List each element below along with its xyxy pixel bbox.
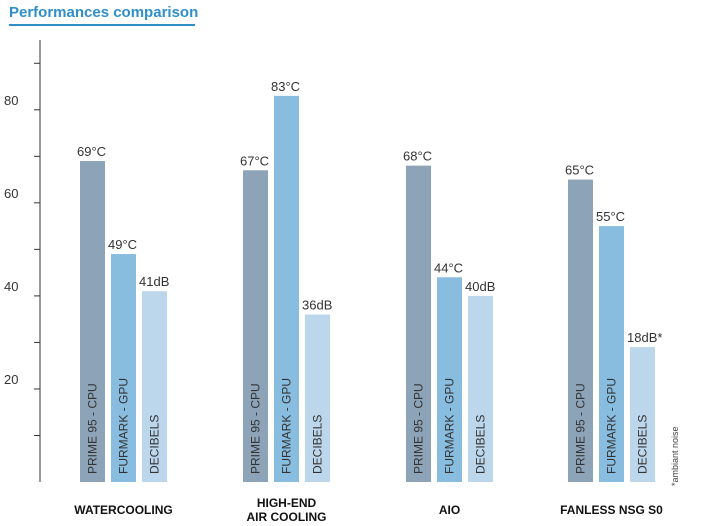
bar-gpu <box>437 277 462 482</box>
bar-gpu <box>599 226 624 482</box>
bar-decibels <box>468 295 493 482</box>
bar-cpu <box>80 160 105 482</box>
bar-value-label: 67°C <box>240 153 269 168</box>
bar-value-label: 49°C <box>108 237 137 252</box>
bar-value-label: 83°C <box>271 79 300 94</box>
bar-value-label: 18dB* <box>627 330 662 345</box>
title-underline <box>9 24 195 26</box>
bar-cpu <box>406 165 431 483</box>
category-label: AIR COOLING <box>247 510 327 524</box>
category-label: HIGH-END <box>257 496 317 510</box>
y-tick-label: 40 <box>4 279 18 294</box>
bar-cpu <box>568 179 593 482</box>
chart-title: Performances comparison <box>9 4 199 21</box>
bar-decibels <box>630 347 655 482</box>
bar-gpu <box>274 95 299 483</box>
bar-value-label: 36dB <box>302 298 332 313</box>
bar-value-label: 69°C <box>77 144 106 159</box>
category-label: FANLESS NSG S0 <box>560 503 663 517</box>
series-label-in-bar: FURMARK - GPU <box>605 378 619 474</box>
series-label-in-bar: PRIME 95 - CPU <box>249 383 263 474</box>
bar-value-label: 55°C <box>596 209 625 224</box>
series-label-in-bar: PRIME 95 - CPU <box>86 383 100 474</box>
bar-value-label: 68°C <box>403 149 432 164</box>
bar-decibels <box>305 314 330 482</box>
bar-cpu <box>243 170 268 482</box>
y-tick-label: 60 <box>4 186 18 201</box>
footnote-ambient-noise: *ambiant noise <box>670 426 680 486</box>
series-label-in-bar: DECIBELS <box>636 415 650 474</box>
y-tick-label: 20 <box>4 372 18 387</box>
category-label: WATERCOOLING <box>74 503 172 517</box>
series-label-in-bar: FURMARK - GPU <box>443 378 457 474</box>
bar-value-label: 65°C <box>565 163 594 178</box>
series-label-in-bar: PRIME 95 - CPU <box>412 383 426 474</box>
series-label-in-bar: FURMARK - GPU <box>280 378 294 474</box>
bar-gpu <box>111 254 136 482</box>
y-tick-label: 80 <box>4 93 18 108</box>
bar-value-label: 40dB <box>465 279 495 294</box>
bar-value-label: 41dB <box>139 274 169 289</box>
series-label-in-bar: DECIBELS <box>474 415 488 474</box>
bar-value-label: 44°C <box>434 260 463 275</box>
series-label-in-bar: DECIBELS <box>311 415 325 474</box>
series-label-in-bar: FURMARK - GPU <box>117 378 131 474</box>
series-label-in-bar: PRIME 95 - CPU <box>574 383 588 474</box>
series-label-in-bar: DECIBELS <box>148 415 162 474</box>
category-label: AIO <box>439 503 460 517</box>
bar-decibels <box>142 291 167 482</box>
